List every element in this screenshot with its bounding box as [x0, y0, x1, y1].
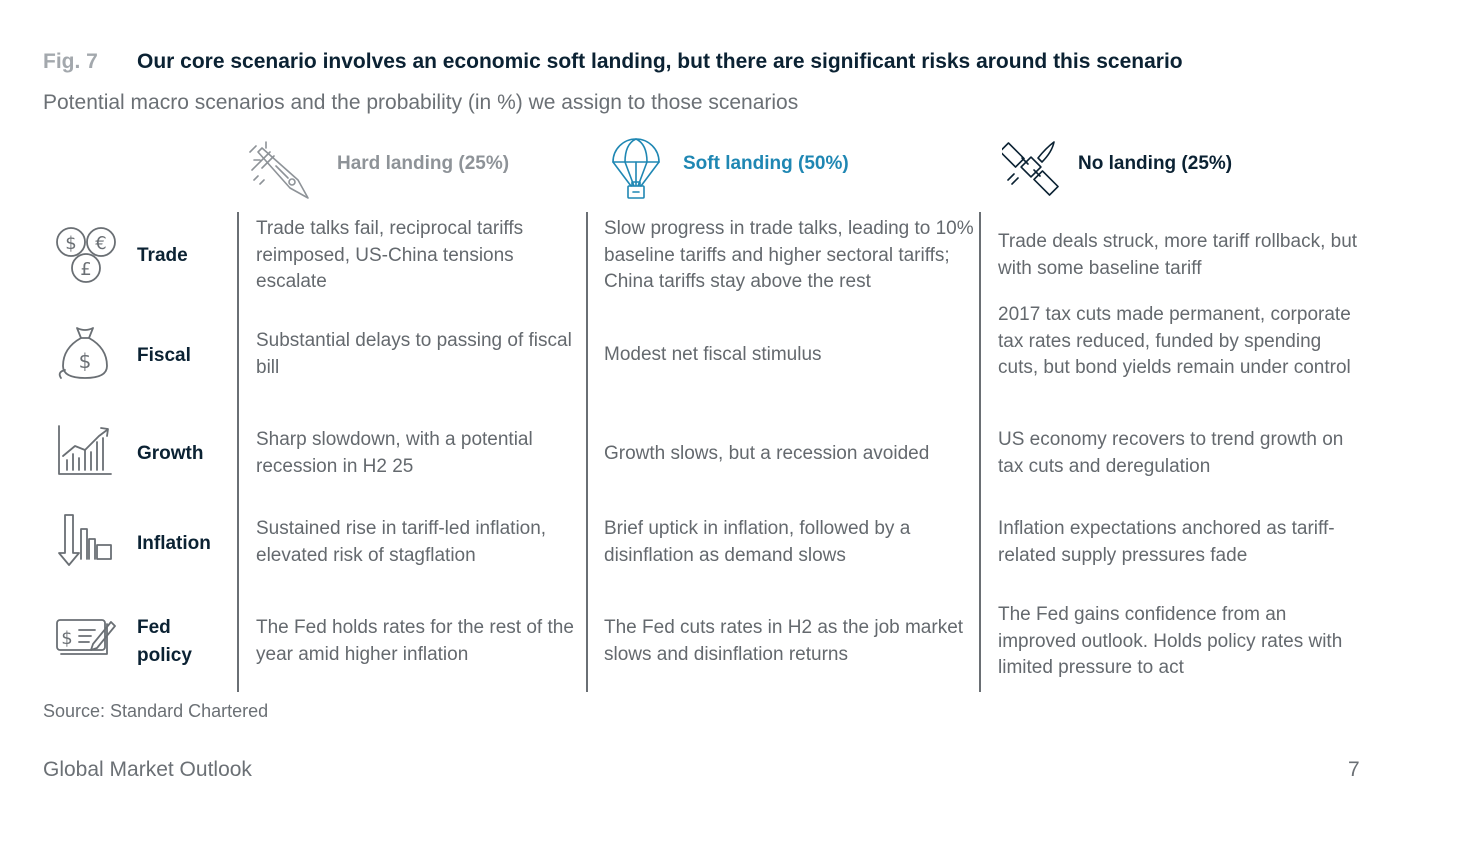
cell-fed-hard: The Fed holds rates for the rest of the … — [256, 617, 574, 665]
cell-growth-none: US economy recovers to trend growth on t… — [998, 429, 1344, 477]
cell-trade-hard: Trade talks fail, reciprocal tariffs rei… — [256, 218, 524, 292]
cell-trade-none: Trade deals struck, more tariff rollback… — [998, 231, 1358, 279]
inflation-arrow-icon — [58, 514, 112, 566]
column-header-soft-landing: Soft landing (50%) — [683, 153, 849, 174]
column-divider — [979, 212, 981, 692]
rocket-icon — [249, 141, 309, 199]
source-note: Source: Standard Chartered — [43, 701, 269, 721]
svg-text:$: $ — [79, 349, 92, 373]
column-divider — [586, 212, 588, 692]
figure-label: Fig. 7 — [43, 50, 98, 73]
currency-coins-icon: $ € £ — [56, 227, 116, 283]
row-label-inflation: Inflation — [137, 533, 211, 554]
page-number: 7 — [1348, 758, 1360, 781]
publication-title: Global Market Outlook — [43, 758, 252, 781]
svg-text:£: £ — [80, 259, 91, 280]
column-divider — [237, 212, 239, 692]
row-label-growth: Growth — [137, 443, 204, 464]
svg-text:€: € — [95, 233, 106, 254]
cell-fiscal-none: 2017 tax cuts made permanent, corporate … — [998, 304, 1351, 378]
cell-fiscal-soft: Modest net fiscal stimulus — [604, 344, 822, 365]
cell-fed-none: The Fed gains confidence from an improve… — [998, 604, 1343, 678]
row-label-trade: Trade — [137, 245, 188, 266]
growth-chart-icon — [58, 425, 112, 475]
cell-inflation-soft: Brief uptick in inflation, followed by a… — [604, 518, 911, 566]
cell-inflation-none: Inflation expectations anchored as tarif… — [998, 518, 1335, 566]
cell-fiscal-hard: Substantial delays to passing of fiscal … — [256, 330, 572, 378]
figure-subtitle: Potential macro scenarios and the probab… — [43, 91, 799, 114]
column-header-hard-landing: Hard landing (25%) — [337, 153, 510, 174]
parachute-icon — [612, 138, 660, 199]
figure-title: Our core scenario involves an economic s… — [137, 50, 1183, 73]
cell-growth-soft: Growth slows, but a recession avoided — [604, 443, 930, 464]
cell-trade-soft: Slow progress in trade talks, leading to… — [604, 218, 974, 292]
cell-fed-soft: The Fed cuts rates in H2 as the job mark… — [604, 617, 964, 665]
satellite-icon — [1002, 141, 1059, 196]
column-header-no-landing: No landing (25%) — [1078, 153, 1233, 174]
svg-text:$: $ — [65, 233, 76, 254]
row-label-fiscal: Fiscal — [137, 345, 191, 366]
row-label-fed-policy: Fed policy — [137, 617, 192, 666]
money-bag-icon: $ — [58, 327, 108, 379]
svg-text:$: $ — [61, 628, 72, 649]
policy-cheque-icon: $ — [56, 619, 116, 655]
cell-inflation-hard: Sustained rise in tariff-led inflation, … — [256, 518, 547, 566]
cell-growth-hard: Sharp slowdown, with a potential recessi… — [256, 429, 533, 477]
